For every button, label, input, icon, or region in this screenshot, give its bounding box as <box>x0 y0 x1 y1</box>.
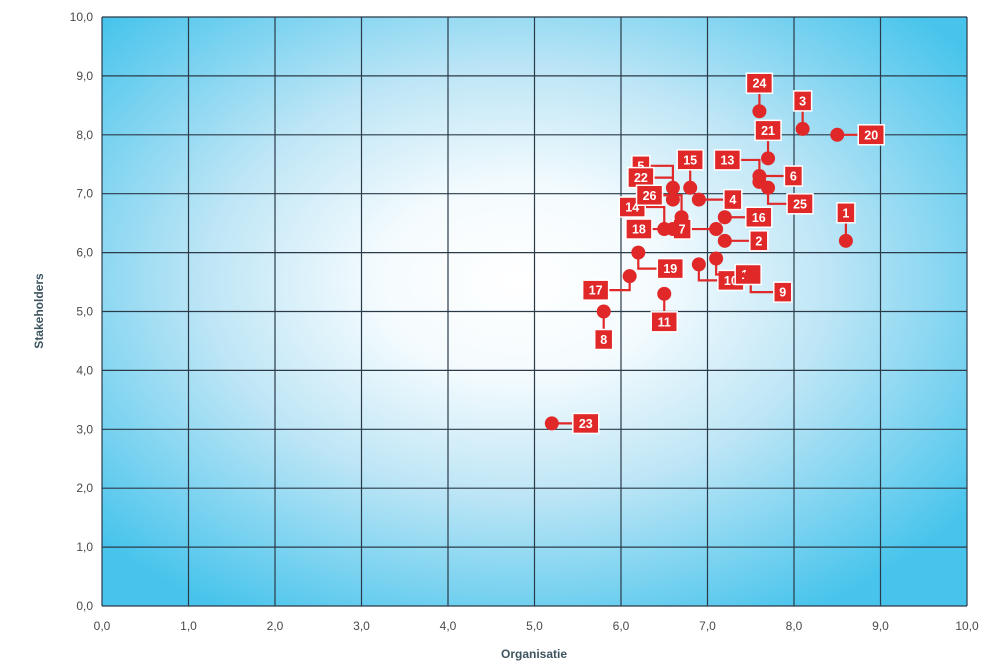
y-tick-label: 7,0 <box>76 187 93 201</box>
point-label-text: 7 <box>679 223 686 237</box>
data-point <box>838 233 853 248</box>
grid <box>101 16 968 607</box>
point-label-text: 21 <box>761 124 775 138</box>
point-label-box <box>656 257 685 280</box>
data-point <box>830 127 845 142</box>
y-tick-label: 2,0 <box>76 481 93 495</box>
point-label-box <box>754 119 782 142</box>
x-tick-label: 7,0 <box>699 619 716 633</box>
data-point <box>665 192 680 207</box>
point-label-text: 25 <box>793 197 807 211</box>
data-points <box>544 104 853 431</box>
point-label-text: 2 <box>755 234 762 248</box>
x-axis-title: Organisatie <box>501 647 567 661</box>
point-label-box <box>857 124 885 146</box>
y-tick-label: 5,0 <box>76 305 93 319</box>
data-point <box>674 210 689 225</box>
point-label-text: 18 <box>632 223 646 237</box>
point-label-box <box>676 149 704 171</box>
y-tick-label: 3,0 <box>76 422 93 436</box>
point-label-text: 23 <box>579 417 593 431</box>
point-label-text: 11 <box>658 315 671 329</box>
point-label-box <box>572 412 600 435</box>
y-tick-label: 1,0 <box>76 540 93 554</box>
data-point <box>752 104 767 119</box>
point-label-text: 9 <box>779 286 786 300</box>
point-label-box <box>783 165 804 187</box>
point-label-text: 20 <box>864 128 878 142</box>
x-tick-label: 2,0 <box>267 619 284 633</box>
data-point <box>657 286 672 301</box>
data-point <box>691 257 706 272</box>
y-axis-title: Stakeholders <box>32 273 46 349</box>
y-axis-ticks: 0,0 1,0 2,0 3,0 4,0 5,0 6,0 7,0 8,0 9,0 10,0 <box>70 10 94 613</box>
y-tick-label: 4,0 <box>76 363 93 377</box>
data-point <box>795 121 810 136</box>
data-point <box>709 222 724 237</box>
point-label-box <box>792 90 813 112</box>
point-label-text: 15 <box>683 153 697 167</box>
x-tick-label: 0,0 <box>94 619 111 633</box>
point-label-box <box>745 206 773 229</box>
point-label-box <box>581 279 610 301</box>
point-label-text: 10 <box>724 274 738 288</box>
y-tick-label: 8,0 <box>76 128 93 142</box>
point-label-text: 14 <box>625 201 639 215</box>
x-axis-ticks: 0,0 1,0 2,0 3,0 4,0 5,0 6,0 7,0 8,0 9,0 10,0 <box>94 619 979 633</box>
point-label-text: 22 <box>634 171 648 185</box>
x-tick-label: 4,0 <box>440 619 457 633</box>
point-label-box <box>773 281 793 303</box>
point-label-text: 4 <box>729 193 736 207</box>
x-tick-label: 1,0 <box>180 619 197 633</box>
point-label-text: 8 <box>600 333 607 347</box>
point-label-text: 24 <box>752 77 766 91</box>
point-label-box <box>593 328 614 351</box>
x-tick-label: 8,0 <box>786 619 803 633</box>
point-label-box <box>625 218 653 240</box>
point-label-box <box>836 202 856 224</box>
point-label-text: 3 <box>799 94 806 108</box>
point-label-box <box>635 184 664 207</box>
y-tick-label: 6,0 <box>76 246 93 260</box>
point-label-text: 5 <box>637 159 644 173</box>
data-point <box>761 180 776 195</box>
y-tick-label: 9,0 <box>76 69 93 83</box>
data-point <box>743 269 758 284</box>
y-tick-label: 0,0 <box>76 599 93 613</box>
data-point <box>717 210 732 225</box>
data-point <box>631 245 646 260</box>
point-label-text: 13 <box>720 153 734 167</box>
point-label-box <box>723 188 743 211</box>
point-label-text: 26 <box>643 189 657 203</box>
data-point <box>596 304 611 319</box>
data-point <box>544 416 559 431</box>
data-point <box>761 151 776 166</box>
point-label-text: 17 <box>589 284 603 298</box>
data-point <box>683 180 698 195</box>
point-label-box <box>713 149 742 171</box>
point-label-text: 1 <box>842 206 849 220</box>
x-tick-label: 6,0 <box>613 619 630 633</box>
x-tick-label: 9,0 <box>872 619 889 633</box>
point-label-text: 19 <box>663 262 677 276</box>
data-point <box>691 192 706 207</box>
data-point <box>709 251 724 266</box>
point-label-text: 16 <box>752 211 766 225</box>
x-tick-label: 10,0 <box>955 619 979 633</box>
point-label-text: 6 <box>790 170 797 184</box>
point-label-box <box>745 72 774 94</box>
data-point <box>622 269 637 284</box>
x-tick-label: 3,0 <box>353 619 370 633</box>
x-tick-label: 5,0 <box>526 619 543 633</box>
data-point <box>665 180 680 195</box>
data-point <box>717 233 732 248</box>
point-label-box <box>786 193 814 215</box>
point-label-box <box>650 311 678 333</box>
data-point <box>665 222 680 237</box>
y-tick-label: 10,0 <box>70 10 94 24</box>
point-label-box <box>749 230 769 252</box>
